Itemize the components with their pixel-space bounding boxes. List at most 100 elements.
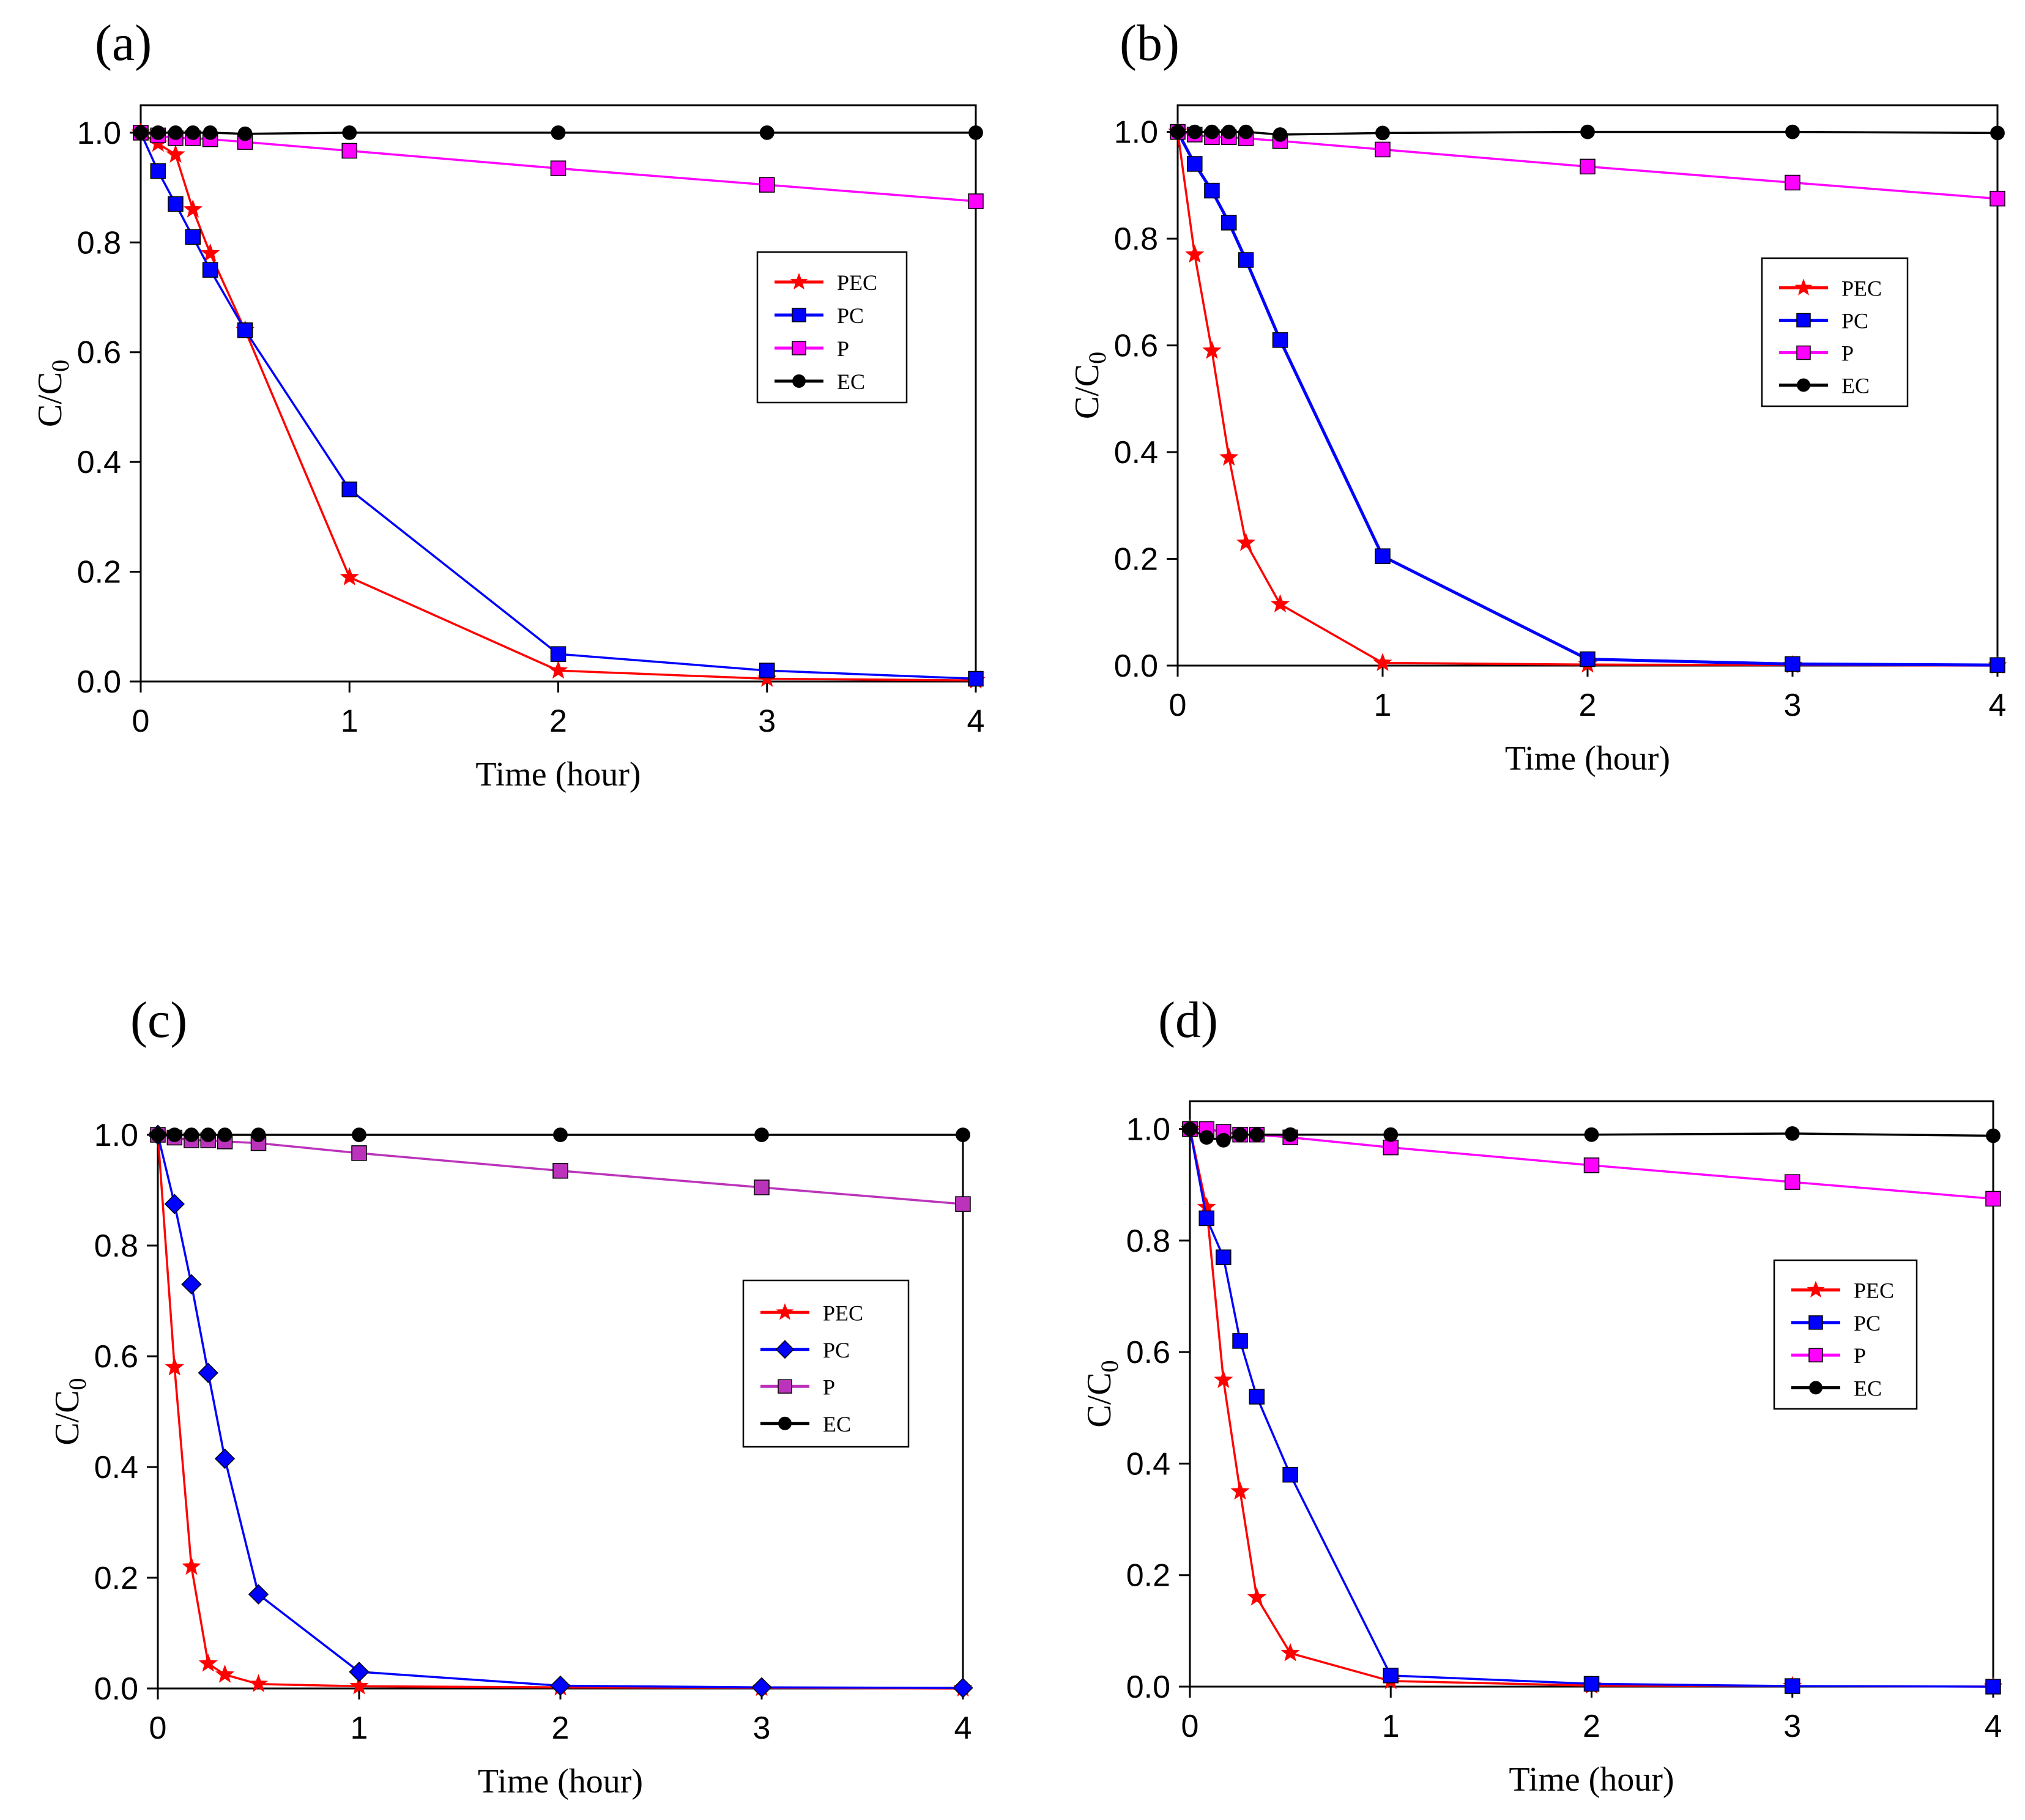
x-tick-label: 4: [1985, 1709, 2002, 1744]
series-line-pc: [1189, 1129, 1994, 1688]
data-point-ec: [184, 1127, 199, 1142]
x-tick-label: 0: [1181, 1709, 1199, 1744]
data-point-ec: [551, 125, 566, 140]
series-line-ec: [1189, 1128, 1994, 1142]
data-point-p: [1583, 1157, 1600, 1173]
data-point-pec: [1219, 447, 1239, 466]
data-point-pc: [1221, 215, 1237, 231]
data-point-pc: [181, 1274, 202, 1295]
legend-label-pec: PEC: [823, 1301, 863, 1325]
x-axis-label: Time (hour): [1509, 1761, 1674, 1799]
data-point-pc: [1232, 1333, 1248, 1349]
legend-marker-ec: [792, 374, 806, 388]
data-point-ec: [968, 125, 983, 140]
x-tick-label: 4: [1989, 688, 2007, 723]
data-point-pc: [751, 1677, 772, 1698]
data-point-ec: [1990, 125, 2005, 141]
data-point-ec: [1205, 124, 1219, 139]
y-tick-label: 0.0: [1114, 648, 1158, 684]
data-point-pc: [214, 1448, 236, 1469]
data-point-p: [754, 1179, 770, 1195]
x-tick-label: 1: [1382, 1709, 1400, 1744]
y-tick-label: 0.8: [77, 225, 121, 261]
series-line-ec: [1178, 130, 1998, 136]
data-point-p: [1785, 174, 1800, 191]
x-tick-label: 0: [132, 704, 150, 739]
legend-box: [756, 251, 908, 404]
data-point-ec: [167, 1127, 182, 1142]
legend-marker-pec: [776, 1303, 794, 1320]
data-point-pec: [1247, 1587, 1266, 1606]
y-axis-label-main: C/C: [1068, 364, 1106, 419]
data-point-p: [552, 1163, 568, 1179]
x-tick-label: 3: [1783, 1709, 1801, 1744]
legend-marker-p: [778, 1379, 792, 1394]
series-line-pec: [157, 1134, 964, 1690]
data-point-pec: [1214, 1370, 1233, 1389]
data-point-ec: [1238, 124, 1254, 139]
y-tick-label: 0.6: [1114, 329, 1158, 364]
x-tick-label: 0: [1169, 688, 1187, 723]
data-point-pec: [340, 567, 359, 585]
legend-marker-pec: [790, 272, 808, 290]
x-tick-label: 0: [149, 1710, 167, 1746]
x-tick-label: 2: [1583, 1709, 1600, 1744]
series-pc: [1182, 1121, 2001, 1695]
y-axis-label-main: C/C: [48, 1390, 86, 1445]
y-tick-label: 0.4: [1114, 435, 1158, 470]
legend-marker-pc: [1796, 313, 1811, 328]
data-point-ec: [1233, 1127, 1247, 1142]
data-point-ec: [1187, 124, 1202, 139]
series-pc: [147, 1124, 973, 1698]
x-tick-label: 1: [351, 1710, 368, 1746]
series-line-p: [157, 1134, 964, 1205]
y-axis-label-subscript: 0: [1083, 352, 1111, 364]
panel-a: (a) 0 1 2 3 4 0.0 0.2 0.4 0.6 0.8 1.0 Time (hour) C/C…: [31, 15, 986, 793]
data-point-ec: [1216, 1132, 1231, 1148]
y-tick-label: 0.4: [94, 1450, 138, 1485]
y-axis-label-main: C/C: [1080, 1372, 1118, 1427]
series-line-pec: [140, 132, 976, 682]
legend-marker-pc: [775, 1340, 795, 1359]
x-tick-label: 3: [753, 1710, 771, 1746]
data-point-p: [1990, 190, 2005, 207]
legend-marker-p: [1796, 345, 1811, 360]
data-point-ec: [1183, 1121, 1197, 1137]
data-point-pc: [1249, 1389, 1265, 1405]
y-axis-label-main: C/C: [31, 372, 69, 427]
y-axis-label: C/C0: [48, 1378, 91, 1445]
data-point-p: [1580, 158, 1596, 175]
data-point-pc: [550, 646, 567, 662]
data-point-ec: [1199, 1130, 1214, 1145]
data-point-ec: [201, 1127, 216, 1142]
data-point-ec: [1986, 1128, 2001, 1143]
legend-marker-ec: [778, 1416, 792, 1430]
series-pc: [1170, 124, 2005, 673]
series-line-pc: [1176, 131, 1998, 667]
legend-label-pec: PEC: [837, 270, 877, 295]
data-point-pc: [341, 481, 357, 497]
data-point-pec: [1270, 594, 1290, 612]
data-point-pec: [182, 1556, 201, 1575]
data-point-pec: [1185, 244, 1205, 263]
x-tick-label: 2: [549, 704, 567, 739]
data-point-pec: [248, 1674, 269, 1693]
data-point-ec: [1375, 125, 1390, 141]
y-tick-label: 0.2: [1126, 1558, 1170, 1594]
series-line-p: [140, 132, 976, 202]
data-point-ec: [185, 125, 201, 140]
y-tick-label: 0.2: [77, 555, 121, 590]
data-point-pc: [1985, 1679, 2001, 1695]
legend-label-p: P: [1841, 341, 1854, 366]
data-point-ec: [133, 125, 148, 140]
data-point-p: [341, 143, 357, 159]
data-point-pec: [165, 1357, 184, 1376]
data-point-pc: [1583, 1676, 1600, 1692]
legend-label-pc: PC: [1841, 309, 1868, 333]
series-ec: [150, 1127, 970, 1142]
series-pec: [131, 122, 986, 689]
legend-marker-p: [792, 341, 806, 355]
